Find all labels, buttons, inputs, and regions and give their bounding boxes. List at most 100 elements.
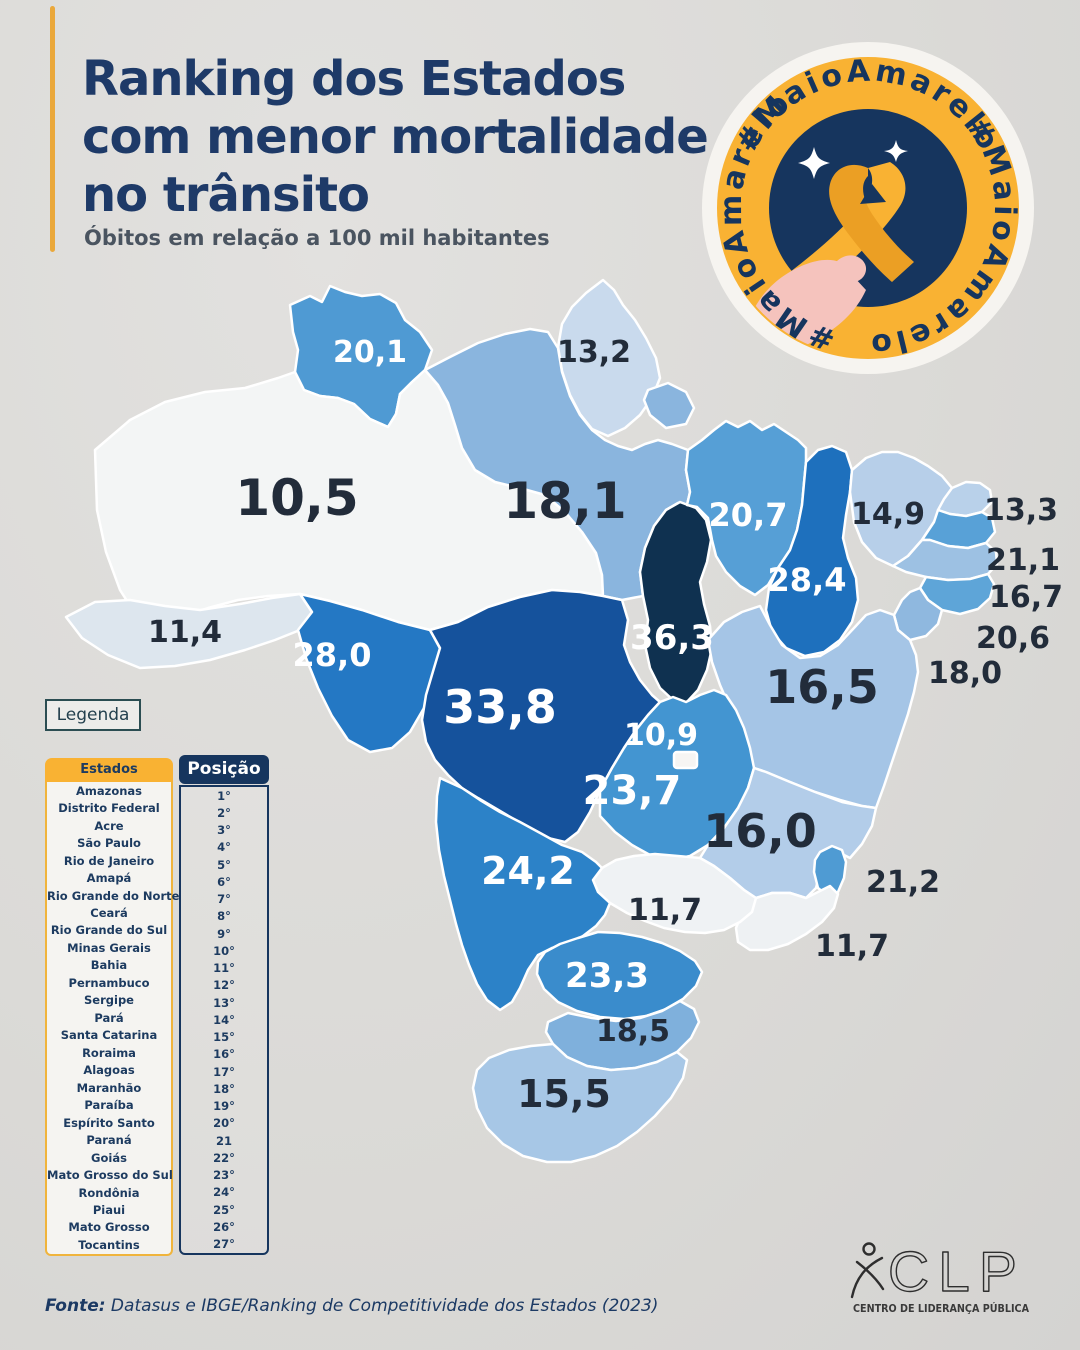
label-amazonas: 10,5 [235, 469, 358, 527]
legend-row-state: Bahia [90, 958, 128, 973]
legend-row-position: 15° [213, 1030, 235, 1045]
legend-row-state: Rondônia [78, 1185, 140, 1200]
legend-row-state: Maranhão [76, 1080, 142, 1095]
label-rondonia: 28,0 [293, 636, 372, 674]
legend-row-position: 12° [213, 978, 235, 993]
label-rio-de-janeiro: 11,7 [815, 929, 889, 964]
state-pernambuco [891, 538, 999, 582]
label-ceara: 14,9 [851, 497, 925, 532]
label-acre: 11,4 [148, 615, 222, 650]
legend-row-state: Minas Gerais [67, 940, 151, 955]
legend-row-state: Distrito Federal [58, 801, 160, 816]
legend-row-state: Espírito Santo [63, 1115, 155, 1130]
state-rio-grande-do-sul [471, 1042, 689, 1164]
label-rio-grande-do-norte: 13,3 [984, 493, 1058, 528]
legend-states-column: Estados Amazonas Distrito Federal Acre S… [45, 758, 180, 1256]
legend-row-position: 16° [213, 1047, 235, 1062]
legend-row-state: Paraná [86, 1133, 132, 1148]
legend-row-position: 20° [213, 1116, 235, 1131]
legend-row-position: 1° [217, 788, 231, 803]
legend-row-position: 27° [213, 1237, 235, 1252]
legend-row-position: 22° [213, 1150, 235, 1165]
label-piaui: 28,4 [768, 561, 847, 599]
legend-row-state: Mato Grosso do Sul [47, 1168, 173, 1183]
legend-row-position: 11° [213, 961, 235, 976]
legend-row-position: 23° [213, 1168, 235, 1183]
legend-positions-list: 1° 2° 3° 4° 5° 6° 7° 8° 9° 10° 11° 12° 1… [179, 785, 269, 1255]
island-marajo [642, 381, 696, 430]
clp-person-icon-head [862, 1242, 876, 1256]
title-line-1: Ranking dos Estados [82, 51, 626, 107]
state-sao-paulo [591, 852, 758, 935]
legend-row-position: 6° [217, 874, 231, 889]
hand-thumb [836, 255, 867, 283]
state-amapa [556, 278, 662, 438]
label-espirito-santo: 21,2 [866, 865, 940, 900]
legend-row-position: 9° [217, 926, 231, 941]
clp-person-icon-body [850, 1256, 884, 1299]
legend-row-position: 10° [213, 943, 235, 958]
label-minas-gerais: 16,0 [703, 804, 817, 858]
legend-row-state: Pernambuco [68, 975, 150, 990]
legend-row-position: 3° [217, 823, 231, 838]
ribbon-notch [860, 184, 886, 204]
clp-acronym: CLP [888, 1240, 1026, 1304]
label-mato-grosso: 33,8 [443, 680, 557, 734]
clp-person-icon-arm [855, 1260, 885, 1291]
legend-row-position: 26° [213, 1219, 235, 1234]
legend-row-state: Amapá [86, 871, 132, 886]
label-alagoas: 20,6 [976, 621, 1050, 656]
state-tocantins [638, 500, 714, 705]
legend-row-position: 14° [213, 1012, 235, 1027]
legend-row-state: Rio Grande do Sul [50, 923, 168, 938]
sparkle-icon-small [884, 140, 908, 162]
legend-positions-header: Posição [179, 755, 269, 784]
label-pernambuco: 16,7 [989, 580, 1063, 615]
legend-row-position: 24° [213, 1185, 235, 1200]
legend-row-position: 5° [217, 857, 231, 872]
legend-row-state: Mato Grosso [68, 1220, 150, 1235]
label-maranhao: 20,7 [709, 496, 788, 534]
label-parana: 23,3 [565, 956, 649, 996]
label-paraiba: 21,1 [986, 543, 1060, 578]
legend-row-position: 18° [213, 1081, 235, 1096]
legend-row-state: Roraima [82, 1045, 136, 1060]
title-line-2: com menor mortalidade [82, 109, 709, 165]
label-sao-paulo: 11,7 [628, 893, 702, 928]
legend-row-position: 17° [213, 1064, 235, 1079]
legend-row-state: Tocantins [78, 1237, 140, 1252]
legend-row-state: Rio de Janeiro [63, 853, 155, 868]
map-value-labels: 20,1 13,2 10,5 18,1 11,4 28,0 33,8 36,3 … [148, 335, 1063, 1116]
legend-row-state: Amazonas [75, 783, 143, 798]
label-roraima: 20,1 [333, 335, 407, 370]
legend-row-state: Rio Grande do Norte [47, 888, 180, 903]
label-goias: 23,7 [583, 768, 682, 814]
legend-row-state: Piaui [92, 1202, 126, 1217]
legend-row-state: Sergipe [84, 993, 134, 1008]
clp-logo: CLP CENTRO DE LIDERANÇA PÚBLICA [850, 1239, 1030, 1315]
legend-row-position: 13° [213, 995, 235, 1010]
legend-row-state: Alagoas [83, 1063, 135, 1078]
label-para: 18,1 [503, 472, 626, 530]
source-note: Fonte: Datasus e IBGE/Ranking de Competi… [45, 1296, 658, 1316]
state-espirito-santo [812, 844, 848, 898]
legend-row-position: 4° [217, 840, 231, 855]
state-distrito-federal [672, 750, 699, 770]
brazil-map [64, 278, 999, 1164]
legend-row-state: Pará [94, 1010, 124, 1025]
legend-row-state: São Paulo [77, 836, 141, 851]
legend-title-box: Legenda [45, 699, 141, 731]
legend-row-position: 7° [217, 892, 231, 907]
source-text: Datasus e IBGE/Ranking de Competitividad… [105, 1296, 659, 1316]
maio-amarelo-badge: #MaioAmarelo #MaioAmarelo #MaioAmarelo [702, 42, 1034, 374]
title-line-3: no trânsito [82, 167, 370, 223]
label-amapa: 13,2 [557, 335, 631, 370]
page-subtitle: Óbitos em relação a 100 mil habitantes [84, 226, 550, 250]
sparkle-icon-large [798, 147, 830, 179]
state-rio-de-janeiro [734, 884, 840, 952]
source-label: Fonte: [45, 1296, 106, 1316]
legend-row-state: Acre [94, 818, 124, 833]
label-sergipe: 18,0 [928, 656, 1002, 691]
legend-row-position: 25° [213, 1202, 235, 1217]
